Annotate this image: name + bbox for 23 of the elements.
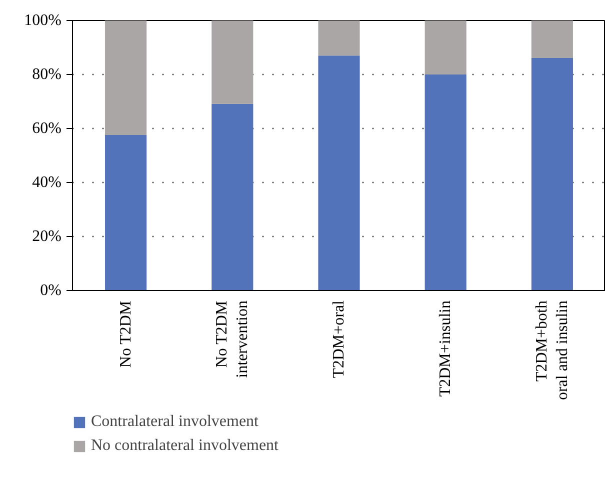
bar <box>318 20 360 56</box>
x-tick-label: T2DM+oral <box>330 300 348 378</box>
legend-label: Contralateral involvement <box>91 413 258 431</box>
bar <box>531 20 573 58</box>
x-tick-label: T2DM+insulin <box>437 300 454 397</box>
bar <box>105 20 147 135</box>
y-tick-label: 100% <box>24 12 62 29</box>
y-tick-label: 20% <box>32 228 62 245</box>
bar <box>318 56 360 290</box>
bar <box>212 104 254 290</box>
y-tick-label: 0% <box>40 282 62 299</box>
bar <box>531 58 573 290</box>
legend-label: No contralateral involvement <box>91 437 278 455</box>
y-tick-label: 60% <box>32 120 62 137</box>
y-tick-label: 80% <box>32 66 62 83</box>
x-tick-label: No T2DM <box>117 300 134 368</box>
bar <box>424 20 466 74</box>
y-tick-label: 40% <box>32 174 62 191</box>
x-tick-label: No T2DM intervention <box>214 300 252 378</box>
x-tick-label: T2DM+both oral and insulin <box>534 300 571 400</box>
bar <box>424 74 466 290</box>
bar <box>105 134 147 290</box>
bar <box>212 20 254 104</box>
